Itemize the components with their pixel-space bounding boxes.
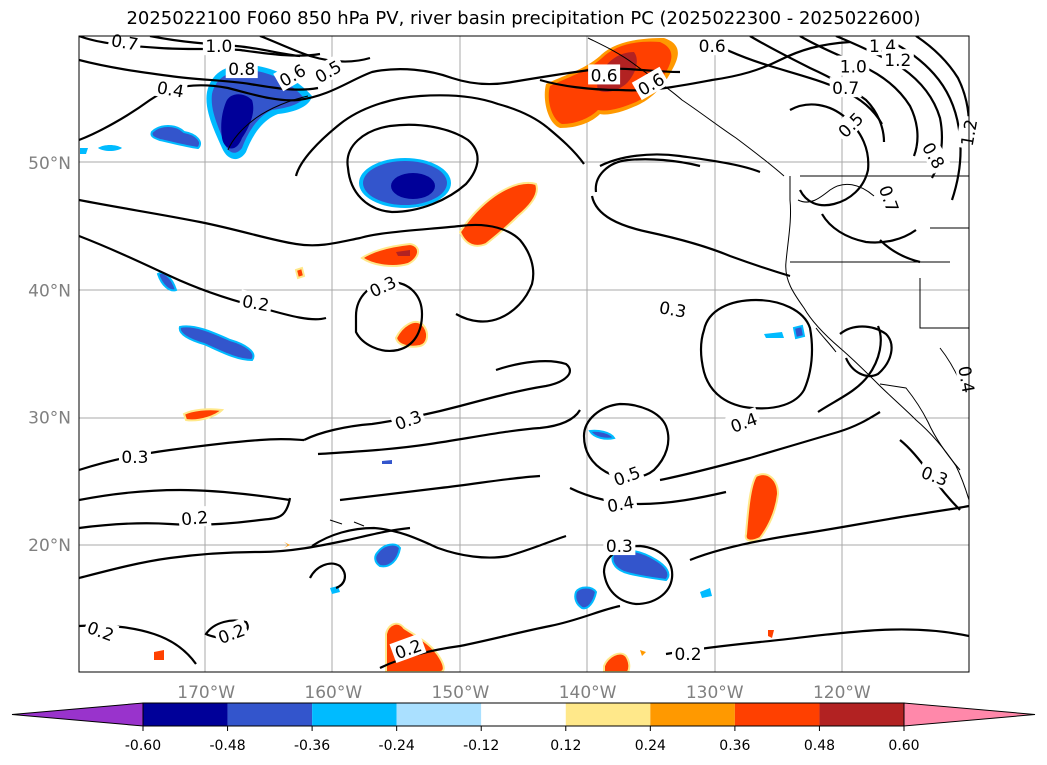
contour-label-bg-12 [829, 77, 862, 98]
contour-label-11: 1.0 [840, 58, 867, 78]
colorbar-bin-5 [565, 703, 651, 726]
pv-contour-labels: 0.7 1.00.8 0.6 0.50.40.6 0.60.6 1.41.21.00.70… [82, 28, 982, 665]
contour-label-6: 0.6 [591, 66, 618, 86]
positive-anomaly-subtropical [744, 473, 780, 542]
colorbar-bin-1 [227, 703, 313, 726]
lat-label-3: 20°N [28, 536, 71, 556]
contour-label-bg-26 [602, 490, 638, 516]
contour-label-bg-14 [917, 136, 951, 174]
contour-label-bg-24 [916, 460, 954, 491]
contour-label-bg-6 [588, 64, 621, 85]
contour-label-bg-3 [273, 57, 311, 92]
contour-label-5: 0.4 [155, 78, 185, 102]
lat-label-0: 50°N [28, 154, 71, 174]
contour-label-0: 0.7 [110, 31, 140, 55]
positive-anomaly-45n [458, 182, 538, 247]
contour-label-8: 0.6 [699, 37, 726, 57]
colorbar-extend-min [11, 702, 144, 727]
precipitation-pc-shading [80, 38, 806, 672]
colorbar-label-9: 0.60 [888, 738, 919, 754]
contour-label-bg-1 [202, 35, 235, 56]
contour-label-bg-23 [118, 446, 151, 467]
lon-label-0: 170°W [177, 683, 235, 703]
contour-label-bg-0 [107, 28, 143, 55]
contour-label-bg-11 [837, 55, 870, 76]
colorbar-extend-max [903, 702, 1036, 727]
lat-label-2: 30°N [28, 409, 71, 429]
negative-anomaly-aleutian-far-w [98, 145, 122, 151]
colorbar-label-4: -0.12 [463, 738, 499, 754]
contour-label-bg-30 [212, 618, 250, 648]
contour-label-bg-16 [874, 180, 905, 217]
colorbar: -0.60 -0.48 -0.36 -0.24 -0.12 0.12 0.24 0.36 0.4… [11, 702, 1036, 754]
contour-label-bg-4 [308, 54, 347, 88]
contour-label-2: 0.8 [228, 60, 255, 80]
contour-label-bg-22 [954, 361, 981, 397]
colorbar-label-8: 0.48 [804, 738, 835, 754]
coastlines [227, 37, 969, 527]
contour-label-bg-5 [153, 75, 189, 102]
contour-label-32: 0.2 [674, 645, 701, 665]
negative-anomaly-35n [178, 325, 255, 362]
contour-label-22: 0.4 [953, 365, 977, 395]
negative-anomaly-aleutian-w [150, 125, 202, 150]
gridlines [79, 36, 969, 672]
colorbar-label-6: 0.24 [635, 738, 666, 754]
contour-label-12: 0.7 [832, 79, 859, 99]
colorbar-bin-8 [819, 703, 904, 726]
contour-label-bg-21 [725, 406, 763, 437]
contour-label-bg-31 [389, 633, 427, 664]
contour-label-bg-7 [631, 66, 670, 101]
contour-label-15: 1.2 [958, 118, 982, 148]
lon-label-5: 120°W [813, 683, 871, 703]
contour-label-19: 0.3 [658, 298, 688, 322]
colorbar-label-2: -0.36 [294, 738, 330, 754]
contour-label-17: 0.2 [241, 292, 271, 316]
colorbar-bin-2 [312, 703, 397, 726]
contour-label-27: 0.2 [180, 508, 209, 530]
negative-anomaly-bering-max [221, 94, 254, 149]
lon-label-4: 130°W [686, 683, 744, 703]
contour-label-bg-10 [881, 49, 914, 70]
contour-label-26: 0.4 [606, 493, 636, 517]
contour-label-bg-20 [389, 404, 427, 435]
contour-label-23: 0.3 [121, 448, 148, 468]
longitude-labels: 170°W 160°W 150°W 140°W 130°W 120°W [177, 683, 871, 703]
contour-label-bg-13 [831, 105, 869, 143]
colorbar-label-0: -0.60 [125, 738, 161, 754]
contour-label-bg-29 [82, 615, 120, 646]
contour-label-bg-19 [655, 295, 691, 322]
colorbar-bin-3 [396, 703, 482, 726]
colorbar-label-1: -0.48 [209, 738, 245, 754]
contour-label-bg-25 [608, 460, 646, 491]
contour-label-10: 1.2 [884, 51, 911, 71]
colorbar-bin-7 [734, 703, 820, 726]
contour-label-bg-18 [363, 269, 402, 302]
map-title: 2025022100 F060 850 hPa PV, river basin … [126, 8, 921, 29]
colorbar-bin-6 [650, 703, 735, 726]
contour-label-1: 1.0 [205, 37, 232, 57]
colorbar-label-7: 0.36 [719, 738, 750, 754]
colorbar-bin-0 [143, 703, 228, 726]
colorbar-bin-4 [481, 703, 566, 726]
latitude-labels: 50°N 40°N 30°N 20°N [28, 154, 71, 556]
contour-label-28: 0.3 [606, 537, 633, 557]
contour-label-bg-27 [177, 505, 212, 529]
contour-label-bg-17 [238, 289, 274, 315]
contour-label-bg-32 [672, 643, 705, 664]
map-border [78, 35, 970, 673]
colorbar-label-3: -0.24 [379, 738, 415, 754]
colorbar-label-5: 0.12 [550, 738, 581, 754]
lat-label-1: 40°N [28, 281, 71, 301]
contour-label-bg-8 [696, 35, 729, 56]
contour-label-bg-28 [603, 535, 636, 556]
lon-label-3: 140°W [559, 683, 617, 703]
lon-label-1: 160°W [304, 683, 362, 703]
contour-label-bg-2 [225, 58, 258, 79]
contour-label-bg-15 [955, 115, 981, 150]
lon-label-2: 150°W [432, 683, 490, 703]
colorbar-frame [142, 702, 905, 727]
